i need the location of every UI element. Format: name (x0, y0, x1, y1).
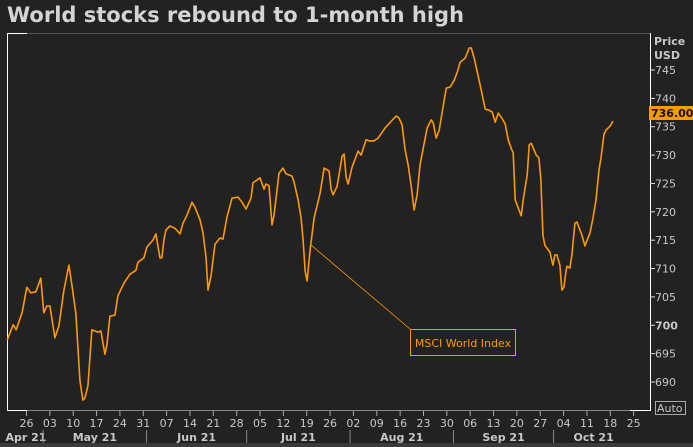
x-tick-label: 04 (557, 417, 571, 430)
last-price-tag (649, 106, 693, 120)
annotation-label: MSCI World Index (415, 337, 512, 350)
x-tick-label: 06 (463, 417, 477, 430)
x-tick-label: 26 (323, 417, 337, 430)
x-tick-label: 25 (627, 417, 641, 430)
x-tick-label: 12 (276, 417, 290, 430)
x-tick-label: 23 (416, 417, 430, 430)
month-label: Aug 21 (380, 431, 423, 444)
x-tick-label: 18 (603, 417, 617, 430)
month-label: May 21 (73, 431, 117, 444)
y-tick-label: 720 (655, 206, 676, 219)
auto-scale-button[interactable]: Auto (657, 402, 683, 415)
x-tick-label: 16 (393, 417, 407, 430)
series-line-msci-world-index (6, 47, 614, 402)
month-label: Jul 21 (280, 431, 316, 444)
y-tick-label: 730 (655, 149, 676, 162)
x-tick-label: 07 (160, 417, 174, 430)
y-tick-label: 710 (655, 263, 676, 276)
annotation-leader-line (310, 244, 411, 330)
y-axis-title-currency: USD (654, 49, 680, 62)
x-tick-label: 27 (533, 417, 547, 430)
y-tick-label: 705 (655, 291, 676, 304)
x-tick-label: 02 (346, 417, 360, 430)
y-tick-label: 740 (655, 92, 676, 105)
y-axis-title-price: Price (654, 35, 685, 48)
chart-title: World stocks rebound to 1-month high (7, 3, 465, 27)
month-label: Sep 21 (482, 431, 524, 444)
x-tick-label: 14 (183, 417, 197, 430)
annotation-box (410, 329, 516, 356)
y-tick-label: 725 (655, 177, 676, 190)
x-tick-label: 17 (90, 417, 104, 430)
x-tick-label: 21 (206, 417, 220, 430)
x-tick-label: 20 (510, 417, 524, 430)
x-tick-label: 05 (253, 417, 267, 430)
month-label: Jun 21 (176, 431, 216, 444)
month-label: Oct 21 (573, 431, 613, 444)
last-price-label: 736.00 (651, 107, 693, 120)
x-tick-label: 09 (370, 417, 384, 430)
y-tick-label: 690 (655, 376, 676, 389)
x-tick-label: 10 (66, 417, 80, 430)
scrollbar-strip[interactable] (0, 443, 693, 447)
month-label: Apr 21 (6, 431, 47, 444)
y-tick-label: 700 (655, 319, 678, 332)
auto-scale-button-box[interactable] (655, 401, 686, 415)
x-tick-label: 13 (487, 417, 501, 430)
x-tick-label: 26 (20, 417, 34, 430)
x-tick-label: 03 (43, 417, 57, 430)
y-tick-label: 745 (655, 64, 676, 77)
x-tick-label: 28 (230, 417, 244, 430)
y-tick-label: 695 (655, 348, 676, 361)
x-tick-label: 30 (440, 417, 454, 430)
x-tick-label: 19 (300, 417, 314, 430)
y-tick-label: 735 (655, 121, 676, 134)
x-tick-label: 24 (113, 417, 127, 430)
y-tick-label: 715 (655, 234, 676, 247)
x-tick-label: 11 (580, 417, 594, 430)
x-tick-label: 31 (136, 417, 150, 430)
